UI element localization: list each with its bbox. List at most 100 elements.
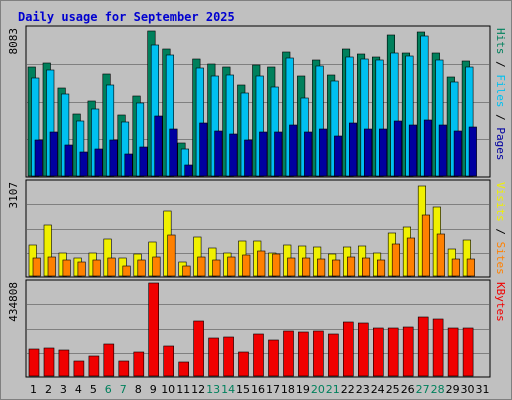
bar-pages-day-27 [423,119,433,177]
legend-separator: / [494,55,507,75]
x-tick-day-25: 25 [386,383,400,396]
bar-pages-day-10 [169,128,178,177]
bar-pages-day-18 [289,124,298,177]
x-tick-day-12: 12 [191,383,205,396]
bar-kbytes-day-26 [402,326,414,377]
bar-pages-day-5 [94,148,103,177]
bar-pages-day-20 [319,128,328,177]
bar-pages-day-16 [259,131,268,177]
bar-sites-day-26 [406,237,416,277]
bar-kbytes-day-20 [313,330,324,377]
bar-pages-day-13 [214,130,223,177]
legend-kbytes: KBytes [494,282,507,322]
x-tick-day-9: 9 [150,383,157,396]
bar-sites-day-8 [137,259,146,277]
bar-pages-day-21 [334,135,343,177]
bar-pages-day-24 [378,128,388,177]
bar-sites-day-4 [77,261,86,277]
x-tick-day-22: 22 [341,383,355,396]
bar-sites-day-22 [346,256,356,277]
bar-pages-day-30 [468,126,477,177]
x-tick-day-31: 31 [476,383,490,396]
x-tick-day-15: 15 [236,383,250,396]
bar-pages-day-26 [408,124,418,177]
bar-kbytes-day-9 [148,282,159,377]
legend-entry-hits: Hits [494,28,507,55]
x-tick-day-11: 11 [176,383,190,396]
bar-pages-day-9 [154,115,163,177]
bar-pages-day-15 [244,139,253,177]
bar-sites-day-15 [242,254,251,277]
bar-kbytes-day-11 [178,361,189,377]
bar-pages-day-7 [124,153,133,177]
x-tick-day-24: 24 [371,383,385,396]
bar-sites-day-11 [182,265,191,277]
bar-sites-day-24 [376,259,386,277]
x-tick-day-28: 28 [431,383,445,396]
bar-kbytes-day-19 [298,331,309,377]
bar-pages-day-6 [109,139,118,177]
bar-pages-day-1 [34,139,43,177]
bar-sites-day-16 [257,250,266,277]
bar-kbytes-day-24 [372,327,384,377]
bar-pages-day-28 [438,124,447,177]
bar-pages-day-19 [304,131,313,177]
bar-sites-day-18 [287,257,296,277]
bar-kbytes-day-21 [328,333,339,377]
chart-title: Daily usage for September 2025 [18,10,235,24]
bar-sites-day-9 [152,256,161,277]
bar-kbytes-day-27 [417,316,429,377]
bar-marks [27,30,477,377]
x-tick-day-6: 6 [105,383,112,396]
x-tick-day-17: 17 [266,383,280,396]
bar-kbytes-day-25 [387,327,399,377]
bar-sites-day-17 [272,253,281,277]
bar-kbytes-day-28 [432,318,444,377]
bar-pages-day-11 [184,164,193,177]
x-tick-day-19: 19 [296,383,310,396]
bar-sites-day-27 [421,214,431,277]
bar-sites-day-13 [212,259,221,277]
x-tick-day-14: 14 [221,383,235,396]
bar-kbytes-day-7 [118,360,130,377]
bar-sites-day-19 [302,257,311,277]
bar-sites-day-3 [62,259,71,277]
x-tick-day-21: 21 [326,383,340,396]
bar-sites-day-12 [197,256,206,277]
bar-pages-day-14 [229,133,238,177]
bar-sites-day-25 [391,243,401,277]
x-tick-day-10: 10 [161,383,175,396]
legend-entry-kbytes: KBytes [494,282,507,322]
bar-kbytes-day-5 [88,355,100,377]
x-tick-day-5: 5 [90,383,97,396]
bar-pages-day-29 [453,130,462,177]
y-max-label-sites-visits: 3107 [7,182,20,209]
bar-pages-day-3 [64,144,73,177]
bar-pages-day-4 [79,151,88,177]
bar-pages-day-25 [393,120,403,177]
bar-sites-day-20 [317,258,326,277]
x-tick-day-29: 29 [446,383,460,396]
bar-sites-day-6 [107,257,116,277]
bar-kbytes-day-10 [163,345,174,377]
bar-kbytes-day-16 [253,333,264,377]
legend-separator: / [494,222,507,242]
y-max-label-kbytes: 434808 [7,282,20,322]
x-tick-day-18: 18 [281,383,295,396]
bar-sites-day-7 [122,265,131,277]
bar-kbytes-day-3 [58,349,70,377]
bar-sites-day-5 [92,259,101,277]
bar-kbytes-day-22 [342,321,354,377]
y-max-label-pages-files-hits: 8083 [7,28,20,55]
bar-sites-day-21 [332,259,341,277]
x-tick-day-26: 26 [401,383,415,396]
bar-sites-day-30 [466,258,475,277]
bar-kbytes-day-15 [238,351,249,377]
x-tick-day-30: 30 [461,383,475,396]
bar-kbytes-day-6 [103,343,115,377]
bar-pages-day-22 [348,122,358,177]
x-tick-day-3: 3 [60,383,67,396]
bar-sites-day-29 [451,258,460,277]
bar-kbytes-day-2 [43,347,55,377]
